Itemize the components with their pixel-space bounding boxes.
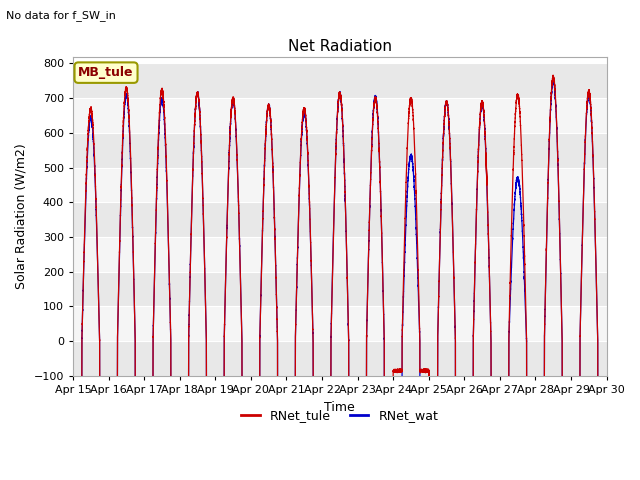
Bar xyxy=(73,168,607,203)
Title: Net Radiation: Net Radiation xyxy=(288,39,392,54)
Bar xyxy=(73,341,607,376)
Bar xyxy=(73,203,607,237)
Bar xyxy=(73,133,607,168)
X-axis label: Time: Time xyxy=(324,400,355,413)
Y-axis label: Solar Radiation (W/m2): Solar Radiation (W/m2) xyxy=(15,144,28,289)
Bar xyxy=(73,272,607,307)
Bar xyxy=(73,237,607,272)
Text: MB_tule: MB_tule xyxy=(78,66,134,79)
Bar xyxy=(73,98,607,133)
Text: No data for f_SW_in: No data for f_SW_in xyxy=(6,10,116,21)
Legend: RNet_tule, RNet_wat: RNet_tule, RNet_wat xyxy=(236,404,444,427)
Bar xyxy=(73,307,607,341)
Bar xyxy=(73,63,607,98)
